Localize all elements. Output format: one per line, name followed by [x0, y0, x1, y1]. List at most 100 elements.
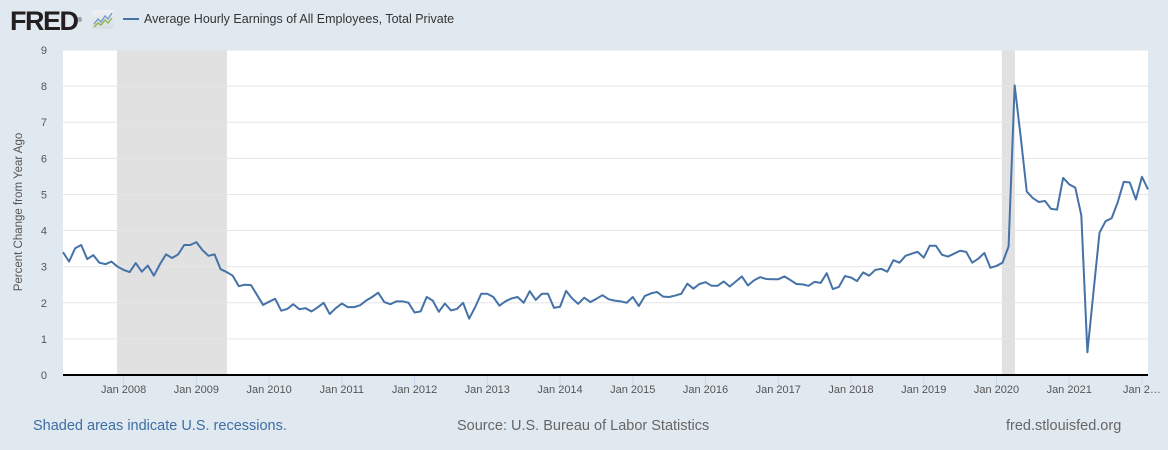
data-point[interactable] [800, 282, 805, 287]
data-point[interactable] [491, 295, 496, 300]
data-point[interactable] [576, 301, 581, 306]
data-point[interactable] [358, 303, 363, 308]
data-point[interactable] [612, 298, 617, 303]
data-point[interactable] [970, 260, 975, 265]
data-point[interactable] [382, 300, 387, 305]
data-point[interactable] [606, 297, 611, 302]
data-point[interactable] [230, 273, 235, 278]
data-point[interactable] [454, 306, 459, 311]
data-point[interactable] [1018, 135, 1023, 140]
data-point[interactable] [121, 267, 126, 272]
data-point[interactable] [903, 253, 908, 258]
data-point[interactable] [418, 309, 423, 314]
data-point[interactable] [151, 273, 156, 278]
data-point[interactable] [497, 303, 502, 308]
data-point[interactable] [927, 243, 932, 248]
data-point[interactable] [1097, 230, 1102, 235]
data-point[interactable] [521, 300, 526, 305]
data-point[interactable] [915, 249, 920, 254]
data-point[interactable] [79, 243, 84, 248]
data-point[interactable] [1030, 196, 1035, 201]
data-point[interactable] [503, 299, 508, 304]
data-point[interactable] [939, 252, 944, 257]
data-point[interactable] [1121, 179, 1126, 184]
data-point[interactable] [836, 284, 841, 289]
data-point[interactable] [400, 299, 405, 304]
data-point[interactable] [170, 256, 175, 261]
data-point[interactable] [1049, 206, 1054, 211]
data-point[interactable] [479, 291, 484, 296]
data-point[interactable] [157, 262, 162, 267]
data-point[interactable] [697, 282, 702, 287]
data-point[interactable] [921, 255, 926, 260]
data-point[interactable] [254, 292, 259, 297]
data-point[interactable] [485, 291, 490, 296]
data-point[interactable] [273, 296, 278, 301]
data-point[interactable] [588, 300, 593, 305]
data-point[interactable] [139, 269, 144, 274]
data-point[interactable] [758, 275, 763, 280]
data-point[interactable] [867, 273, 872, 278]
data-point[interactable] [891, 258, 896, 263]
site-link[interactable]: fred.stlouisfed.org [1006, 418, 1122, 434]
data-point[interactable] [642, 293, 647, 298]
data-point[interactable] [1012, 83, 1017, 88]
legend-series-title[interactable]: Average Hourly Earnings of All Employees… [144, 12, 455, 26]
data-point[interactable] [164, 252, 169, 257]
data-point[interactable] [424, 295, 429, 300]
data-point[interactable] [539, 291, 544, 296]
recession-note[interactable]: Shaded areas indicate U.S. recessions. [33, 418, 287, 434]
data-point[interactable] [770, 277, 775, 282]
data-point[interactable] [848, 275, 853, 280]
data-point[interactable] [285, 306, 290, 311]
data-point[interactable] [715, 283, 720, 288]
data-point[interactable] [879, 266, 884, 271]
data-point[interactable] [176, 252, 181, 257]
data-point[interactable] [509, 296, 514, 301]
data-point[interactable] [733, 279, 738, 284]
data-point[interactable] [364, 298, 369, 303]
data-point[interactable] [842, 274, 847, 279]
data-point[interactable] [812, 279, 817, 284]
data-point[interactable] [194, 240, 199, 245]
data-point[interactable] [303, 306, 308, 311]
data-point[interactable] [297, 307, 302, 312]
data-point[interactable] [442, 301, 447, 306]
data-point[interactable] [61, 250, 66, 255]
data-point[interactable] [188, 243, 193, 248]
data-point[interactable] [388, 302, 393, 307]
data-point[interactable] [212, 252, 217, 257]
data-point[interactable] [467, 316, 472, 321]
data-point[interactable] [703, 280, 708, 285]
data-point[interactable] [533, 297, 538, 302]
data-point[interactable] [1139, 174, 1144, 179]
data-point[interactable] [982, 250, 987, 255]
data-point[interactable] [261, 302, 266, 307]
data-point[interactable] [103, 262, 108, 267]
data-point[interactable] [527, 289, 532, 294]
data-point[interactable] [200, 248, 205, 253]
data-point[interactable] [315, 305, 320, 310]
fred-logo[interactable]: FRED® [10, 6, 82, 36]
data-point[interactable] [333, 306, 338, 311]
data-point[interactable] [1067, 182, 1072, 187]
data-point[interactable] [624, 300, 629, 305]
data-point[interactable] [1115, 200, 1120, 205]
data-point[interactable] [667, 295, 672, 300]
data-point[interactable] [473, 305, 478, 310]
data-point[interactable] [818, 280, 823, 285]
data-point[interactable] [806, 283, 811, 288]
data-point[interactable] [206, 253, 211, 258]
data-point[interactable] [824, 271, 829, 276]
data-point[interactable] [830, 287, 835, 292]
data-point[interactable] [691, 286, 696, 291]
data-point[interactable] [976, 256, 981, 261]
data-point[interactable] [564, 288, 569, 293]
data-point[interactable] [558, 304, 563, 309]
data-point[interactable] [218, 267, 223, 272]
data-point[interactable] [739, 274, 744, 279]
data-point[interactable] [782, 274, 787, 279]
data-point[interactable] [1109, 216, 1114, 221]
data-point[interactable] [461, 300, 466, 305]
data-point[interactable] [73, 246, 78, 251]
